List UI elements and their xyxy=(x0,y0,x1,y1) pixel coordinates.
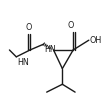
Text: O: O xyxy=(67,21,73,30)
Text: HN: HN xyxy=(17,58,29,67)
Text: HN: HN xyxy=(44,45,56,54)
Text: O: O xyxy=(26,23,32,32)
Text: OH: OH xyxy=(90,36,102,45)
